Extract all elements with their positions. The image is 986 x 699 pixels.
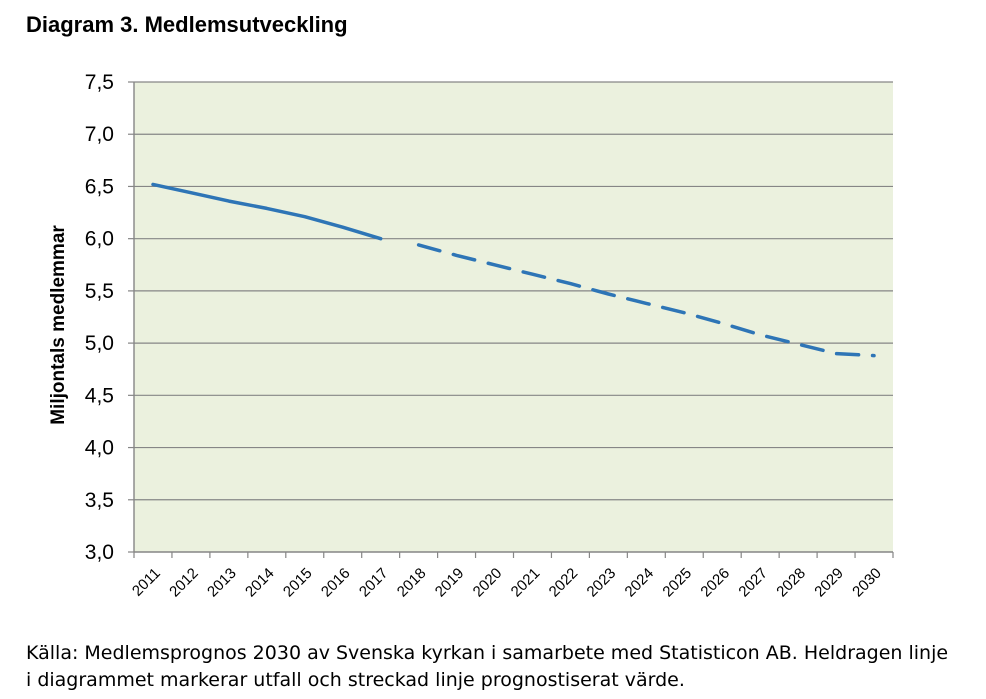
y-tick-label: 3,5	[85, 489, 114, 512]
y-tick-label: 6,5	[85, 175, 114, 198]
y-tick-label: 4,5	[85, 384, 114, 407]
y-axis-ticks: 3,0 3,5 4,0 4,5 5,0 5,5 6,0 6,5 7,0 7,5	[85, 71, 134, 564]
source-note: Källa: Medlemsprognos 2030 av Svenska ky…	[26, 640, 976, 694]
source-line-2: i diagrammet markerar utfall och strecka…	[26, 669, 685, 691]
x-tick-label: 2024	[622, 565, 658, 601]
y-tick-label: 7,0	[85, 123, 114, 146]
x-tick-label: 2012	[166, 565, 202, 601]
y-tick-label: 6,0	[85, 228, 114, 251]
outcome-line	[151, 182, 383, 241]
x-tick-label: 2020	[470, 565, 506, 601]
y-tick-label: 7,5	[85, 71, 114, 94]
x-tick-label: 2011	[129, 565, 164, 600]
y-tick-label: 5,5	[85, 280, 114, 303]
x-tick-label: 2016	[318, 565, 354, 601]
x-tick-label: 2019	[432, 565, 468, 601]
y-tick-label: 5,0	[85, 332, 114, 355]
y-tick-label: 4,0	[85, 437, 114, 460]
chart-title: Diagram 3. Medlemsutveckling	[26, 12, 348, 37]
x-tick-label: 2030	[849, 565, 885, 601]
x-tick-label: 2027	[735, 565, 771, 601]
x-tick-label: 2017	[356, 565, 392, 601]
series-lines	[151, 182, 876, 358]
line-chart: 3,03,54,04,55,05,56,06,57,07,5 2011 2012 2…	[48, 71, 894, 601]
x-tick-label: 2018	[394, 565, 430, 601]
x-tick-label: 2013	[204, 565, 240, 601]
x-tick-label: 2029	[811, 565, 847, 601]
y-tick-label: 3,0	[85, 541, 114, 564]
x-tick-label: 2015	[280, 565, 316, 601]
x-tick-label: 2028	[773, 565, 809, 601]
forecast-line	[416, 243, 876, 358]
x-tick-label: 2021	[508, 565, 544, 601]
x-tick-label: 2025	[659, 565, 695, 601]
gridlines	[134, 81, 893, 501]
x-tick-label: 2023	[584, 565, 620, 601]
source-line-1: Källa: Medlemsprognos 2030 av Svenska ky…	[26, 642, 949, 664]
x-tick-label: 2022	[546, 565, 582, 601]
x-axis-ticks: 2011 2012 2013 2014 2015 2016 2017 2018 2019 2020…	[129, 552, 894, 601]
plot-area	[134, 82, 893, 552]
x-tick-label: 2026	[697, 565, 733, 601]
x-tick-label: 2014	[242, 565, 278, 601]
y-axis-label: Miljontals medlemmar	[48, 225, 69, 425]
